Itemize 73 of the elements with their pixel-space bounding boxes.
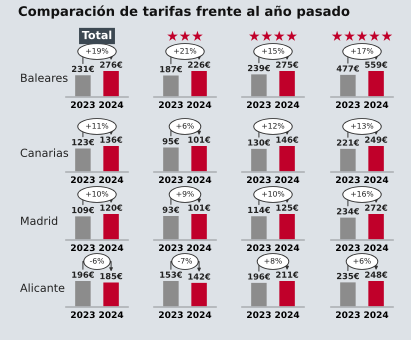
data-label: 136€	[100, 136, 122, 143]
data-label: 477€	[336, 65, 359, 72]
x-tick-label: 2023	[336, 244, 360, 252]
data-label: 239€	[248, 64, 270, 72]
x-tick-label: 2024	[187, 101, 212, 108]
data-label: 226€	[188, 62, 210, 68]
x-tick-label: 2024	[275, 101, 300, 108]
x-tick-label: 2023	[336, 176, 360, 184]
x-tick-label: 2024	[275, 176, 300, 184]
chart-title: ★★★★★	[332, 30, 392, 41]
x-tick-label: 2024	[364, 244, 388, 252]
x-tick-label: 2024	[364, 176, 388, 184]
data-label: 276€	[100, 62, 122, 68]
chart-title: ★★★	[167, 30, 203, 41]
x-tick-label: 2024	[99, 101, 124, 108]
data-label: 196€	[248, 273, 270, 280]
x-tick-label: 2024	[187, 311, 212, 318]
data-label: 123€	[72, 139, 94, 146]
x-tick-label: 2023	[247, 176, 271, 184]
data-label: 93€	[162, 206, 180, 213]
x-tick-label: 2024	[99, 311, 124, 318]
x-tick-label: 2023	[247, 311, 271, 318]
x-tick-label: 2024	[187, 244, 212, 252]
data-label: 109€	[72, 206, 94, 214]
data-label: 235€	[336, 272, 359, 280]
data-label: 120€	[100, 204, 122, 211]
data-label: 248€	[365, 272, 388, 278]
y-axis-title: Canarias	[20, 148, 68, 158]
x-tick-label: 2023	[336, 101, 360, 108]
x-tick-label: 2024	[99, 244, 124, 252]
data-label: 153€	[160, 272, 182, 278]
x-tick-label: 2023	[159, 101, 183, 108]
x-tick-label: 2023	[71, 311, 95, 318]
x-tick-label: 2024	[99, 176, 124, 184]
data-label: 249€	[365, 136, 388, 143]
x-tick-label: 2024	[364, 101, 388, 108]
data-label: 185€	[100, 272, 122, 280]
x-tick-label: 2023	[159, 176, 183, 184]
x-tick-label: 2024	[187, 176, 212, 184]
x-tick-label: 2023	[247, 244, 271, 252]
data-label: 234€	[336, 208, 359, 214]
x-tick-label: 2023	[71, 176, 95, 184]
text: Comparación de tarifas frente al año pasado	[18, 5, 350, 19]
chart-subtitle: Total	[82, 30, 112, 40]
data-label: 95€	[162, 138, 180, 144]
x-tick-label: 2023	[159, 244, 183, 252]
data-label: 130€	[248, 139, 270, 146]
data-label: 221€	[336, 139, 359, 146]
data-label: 125€	[276, 204, 298, 211]
chart-title: ★★★★	[249, 30, 297, 41]
data-label: 231€	[72, 66, 94, 72]
data-label: 142€	[188, 273, 210, 280]
x-tick-label: 2024	[364, 311, 388, 318]
data-label: 196€	[72, 272, 94, 278]
data-label: 275€	[276, 62, 298, 68]
data-label: 101€	[188, 204, 210, 211]
data-label: 187€	[160, 66, 182, 72]
y-axis-title: Madrid	[21, 216, 58, 226]
x-tick-label: 2023	[71, 244, 95, 252]
x-tick-label: 2023	[247, 101, 271, 108]
x-tick-label: 2024	[275, 244, 300, 252]
y-axis-title: Alicante	[20, 283, 64, 292]
data-label: 114€	[248, 206, 270, 214]
data-label: 272€	[365, 204, 388, 211]
data-label: 146€	[276, 136, 298, 143]
x-tick-label: 2023	[71, 101, 95, 108]
x-tick-label: 2023	[159, 311, 183, 318]
data-label: 559€	[365, 62, 388, 68]
y-axis-title: Baleares	[21, 73, 68, 82]
data-label: 101€	[188, 136, 210, 143]
data-label: 211€	[276, 272, 298, 278]
x-tick-label: 2023	[336, 311, 360, 318]
x-tick-label: 2024	[275, 311, 300, 318]
